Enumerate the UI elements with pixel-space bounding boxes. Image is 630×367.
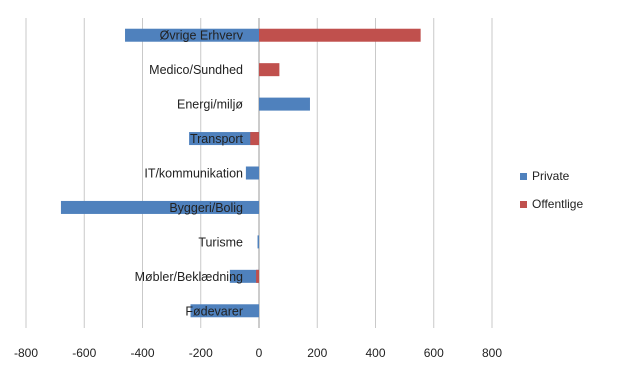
x-tick-label: -200 — [189, 346, 213, 360]
category-label: Energi/miljø — [177, 98, 243, 112]
category-label: Medico/Sundhed — [149, 63, 243, 77]
category-label: Turisme — [198, 235, 243, 249]
bar-private — [189, 132, 259, 146]
legend-item-offentlige: Offentlige — [520, 194, 583, 214]
category-label: Møbler/Beklædning — [135, 270, 243, 284]
legend-swatch-offentlige — [520, 200, 527, 208]
x-tick-label: 200 — [307, 346, 327, 360]
bar-private — [259, 97, 310, 111]
x-tick-label: -800 — [14, 346, 38, 360]
x-tick-label: -600 — [72, 346, 96, 360]
bar-private — [125, 28, 260, 42]
bar-offentlige — [256, 269, 259, 283]
category-label: Fødevarer — [185, 304, 243, 318]
legend-item-private: Private — [520, 166, 583, 186]
x-axis-ticks: -800 -600 -400 -200 0 200 400 600 800 — [14, 346, 502, 360]
category-label: IT/kommunikation — [144, 167, 243, 181]
x-tick-label: 0 — [256, 346, 263, 360]
x-tick-label: 400 — [365, 346, 385, 360]
legend-swatch-private — [520, 172, 527, 180]
bar-offentlige — [259, 28, 421, 42]
legend-label-private: Private — [532, 169, 570, 183]
category-labels: Øvrige Erhverv Medico/Sundhed Energi/miljø… — [135, 29, 244, 319]
bar-private — [245, 166, 259, 180]
bar-private — [60, 200, 260, 214]
x-tick-label: 800 — [482, 346, 502, 360]
bar-private — [190, 304, 259, 318]
bar-offentlige — [259, 63, 280, 77]
category-label: Byggeri/Bolig — [169, 201, 243, 215]
bar-offentlige — [250, 132, 259, 146]
bar-private — [229, 269, 259, 283]
x-tick-label: -400 — [130, 346, 154, 360]
legend-label-offentlige: Offentlige — [532, 197, 584, 211]
legend: Private Offentlige — [520, 166, 583, 222]
x-tick-label: 600 — [424, 346, 444, 360]
bars — [60, 28, 421, 318]
category-label: Transport — [190, 132, 244, 146]
category-label: Øvrige Erhverv — [160, 29, 244, 43]
bar-private — [257, 235, 259, 249]
